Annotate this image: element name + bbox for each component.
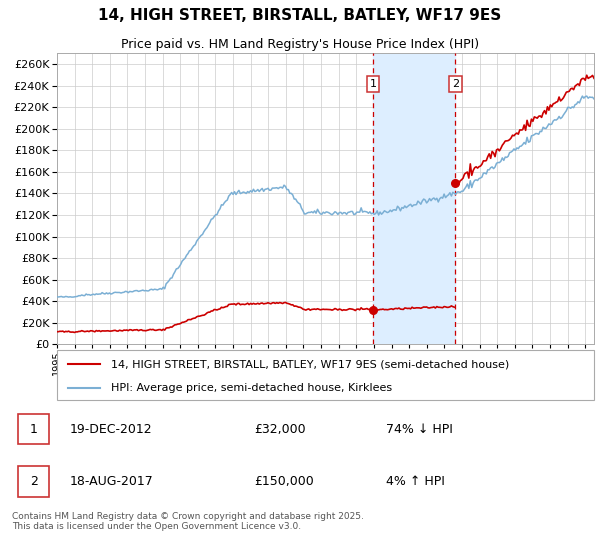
- Text: £150,000: £150,000: [254, 475, 314, 488]
- Bar: [18, 414, 49, 444]
- Text: Contains HM Land Registry data © Crown copyright and database right 2025.
This d: Contains HM Land Registry data © Crown c…: [12, 512, 364, 531]
- Text: 2: 2: [29, 475, 38, 488]
- Text: 14, HIGH STREET, BIRSTALL, BATLEY, WF17 9ES (semi-detached house): 14, HIGH STREET, BIRSTALL, BATLEY, WF17 …: [111, 359, 509, 369]
- Text: 1: 1: [29, 423, 38, 436]
- Text: 2: 2: [452, 79, 459, 89]
- Text: £32,000: £32,000: [254, 423, 305, 436]
- Bar: [18, 466, 49, 497]
- Text: 74% ↓ HPI: 74% ↓ HPI: [386, 423, 453, 436]
- Text: 1: 1: [370, 79, 377, 89]
- Text: 19-DEC-2012: 19-DEC-2012: [70, 423, 152, 436]
- Text: 14, HIGH STREET, BIRSTALL, BATLEY, WF17 9ES: 14, HIGH STREET, BIRSTALL, BATLEY, WF17 …: [98, 7, 502, 22]
- Point: [451, 178, 460, 187]
- Text: HPI: Average price, semi-detached house, Kirklees: HPI: Average price, semi-detached house,…: [111, 383, 392, 393]
- Text: 4% ↑ HPI: 4% ↑ HPI: [386, 475, 445, 488]
- Text: Price paid vs. HM Land Registry's House Price Index (HPI): Price paid vs. HM Land Registry's House …: [121, 38, 479, 51]
- Bar: [373, 53, 455, 344]
- Text: 18-AUG-2017: 18-AUG-2017: [70, 475, 154, 488]
- Point: [368, 305, 378, 314]
